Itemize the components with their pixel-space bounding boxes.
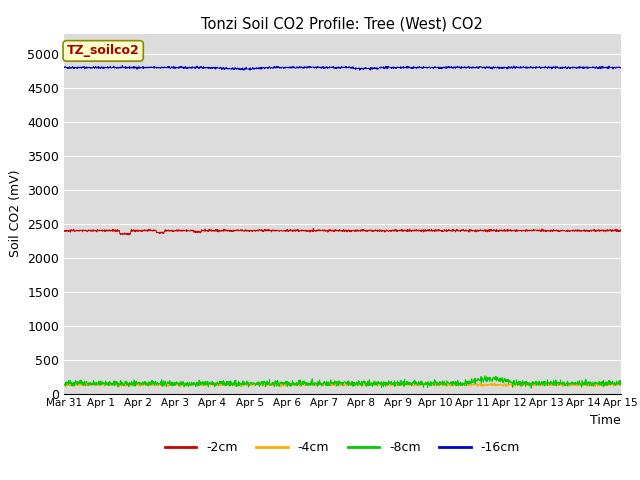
-16cm xyxy=(88,65,96,71)
-16cm xyxy=(60,64,68,70)
Line: -2cm: -2cm xyxy=(64,228,621,235)
-4cm xyxy=(331,384,339,389)
-8cm xyxy=(617,378,625,384)
-8cm xyxy=(499,379,506,384)
-2cm xyxy=(60,228,68,234)
Title: Tonzi Soil CO2 Profile: Tree (West) CO2: Tonzi Soil CO2 Profile: Tree (West) CO2 xyxy=(202,16,483,31)
-16cm xyxy=(601,64,609,70)
-8cm xyxy=(527,385,535,391)
-8cm xyxy=(331,378,339,384)
-16cm xyxy=(332,65,339,71)
-8cm xyxy=(602,380,609,386)
-16cm xyxy=(118,62,126,68)
-8cm xyxy=(316,381,324,386)
Text: TZ_soilco2: TZ_soilco2 xyxy=(67,44,140,58)
Y-axis label: Soil CO2 (mV): Soil CO2 (mV) xyxy=(8,170,22,257)
-2cm xyxy=(125,232,132,238)
-4cm xyxy=(316,381,324,386)
-4cm xyxy=(338,380,346,385)
-2cm xyxy=(88,228,96,234)
-8cm xyxy=(481,373,489,379)
-4cm xyxy=(602,383,609,389)
-2cm xyxy=(317,228,324,233)
-2cm xyxy=(332,227,339,233)
-2cm xyxy=(602,229,609,235)
-2cm xyxy=(617,228,625,233)
-8cm xyxy=(601,383,609,388)
X-axis label: Time: Time xyxy=(590,414,621,427)
-2cm xyxy=(499,228,507,234)
-16cm xyxy=(317,65,324,71)
-16cm xyxy=(499,66,507,72)
-4cm xyxy=(601,382,609,388)
-16cm xyxy=(617,65,625,71)
-16cm xyxy=(240,68,248,73)
Line: -4cm: -4cm xyxy=(64,383,621,387)
-4cm xyxy=(617,383,625,388)
-16cm xyxy=(602,65,609,71)
Line: -16cm: -16cm xyxy=(64,65,621,71)
-4cm xyxy=(277,384,285,390)
Legend: -2cm, -4cm, -8cm, -16cm: -2cm, -4cm, -8cm, -16cm xyxy=(160,436,525,459)
-8cm xyxy=(60,382,68,388)
-4cm xyxy=(88,381,96,387)
Line: -8cm: -8cm xyxy=(64,376,621,388)
-8cm xyxy=(88,382,96,388)
-4cm xyxy=(499,383,507,388)
-4cm xyxy=(60,383,68,388)
-2cm xyxy=(310,226,317,231)
-2cm xyxy=(601,228,609,234)
